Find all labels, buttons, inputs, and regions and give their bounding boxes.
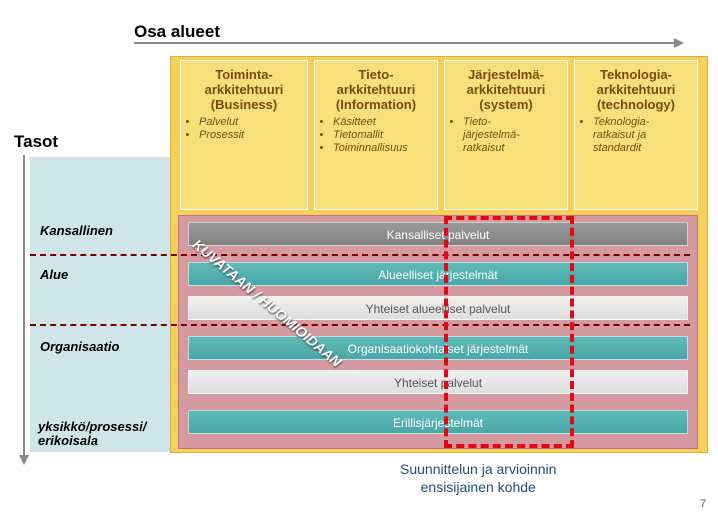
level-yksikko: yksikkö/prosessi/ erikoisala <box>38 420 146 448</box>
caption: Suunnittelun ja arvioinnin ensisijainen … <box>400 460 556 496</box>
axis-top-label: Osa alueet <box>134 22 220 42</box>
col-information: Tieto- arkkitehtuuri (Information) Käsit… <box>314 60 438 210</box>
separator-1 <box>30 254 690 256</box>
caption-line2: ensisijainen kohde <box>421 479 536 495</box>
row-organisaatio-jarjestelmat: Organisaatiokohtaiset järjestelmät <box>188 336 688 360</box>
col-technology-title: Teknologia- arkkitehtuuri (technology) <box>575 67 697 112</box>
row-kansalliset-palvelut: Kansalliset palvelut <box>188 222 688 246</box>
col-information-bullets: Käsitteet Tietomallit Toiminnallisuus <box>315 116 437 155</box>
col-technology-bullets: Teknologia- ratkaisut ja standardit <box>575 116 697 155</box>
col-system: Järjestelmä- arkkitehtuuri (system) Tiet… <box>444 60 568 210</box>
col-business: Toiminta- arkkitehtuuri (Business) Palve… <box>180 60 308 210</box>
row-alueelliset-jarjestelmat: Alueelliset järjestelmät <box>188 262 688 286</box>
page-number: 7 <box>700 498 706 510</box>
level-kansallinen: Kansallinen <box>40 224 113 238</box>
level-alue: Alue <box>40 268 68 282</box>
axis-left-arrow <box>23 155 25 455</box>
separator-2 <box>30 324 690 326</box>
caption-line1: Suunnittelun ja arvioinnin <box>400 461 556 477</box>
row-yhteiset-palvelut: Yhteiset palvelut <box>188 370 688 394</box>
col-business-bullets: Palvelut Prosessit <box>181 116 307 142</box>
row-erillisjarjestelmat: Erillisjärjestelmät <box>188 410 688 434</box>
row-yhteiset-alueelliset-palvelut: Yhteiset alueelliset palvelut <box>188 296 688 320</box>
axis-left-label: Tasot <box>14 132 58 152</box>
col-system-title: Järjestelmä- arkkitehtuuri (system) <box>445 67 567 112</box>
col-technology: Teknologia- arkkitehtuuri (technology) T… <box>574 60 698 210</box>
col-business-title: Toiminta- arkkitehtuuri (Business) <box>181 67 307 112</box>
levels-block <box>30 157 175 452</box>
level-organisaatio: Organisaatio <box>40 340 119 354</box>
axis-top-arrow <box>134 42 674 44</box>
col-information-title: Tieto- arkkitehtuuri (Information) <box>315 67 437 112</box>
col-system-bullets: Tieto- järjestelmä- ratkaisut <box>445 116 567 155</box>
